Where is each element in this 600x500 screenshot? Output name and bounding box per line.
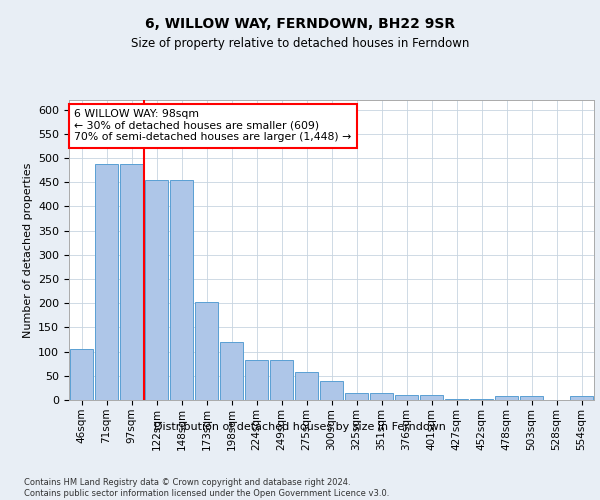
Bar: [445, 399, 468, 400]
Bar: [420, 395, 443, 400]
Bar: [320, 380, 343, 400]
Bar: [95, 164, 118, 400]
Bar: [520, 396, 543, 400]
Text: 6, WILLOW WAY, FERNDOWN, BH22 9SR: 6, WILLOW WAY, FERNDOWN, BH22 9SR: [145, 18, 455, 32]
Bar: [195, 302, 218, 400]
Text: 6 WILLOW WAY: 98sqm
← 30% of detached houses are smaller (609)
70% of semi-detac: 6 WILLOW WAY: 98sqm ← 30% of detached ho…: [74, 109, 352, 142]
Bar: [245, 360, 268, 400]
Bar: [470, 399, 493, 400]
Bar: [70, 349, 93, 400]
Bar: [295, 372, 318, 400]
Bar: [120, 164, 143, 400]
Bar: [170, 180, 193, 400]
Text: Contains HM Land Registry data © Crown copyright and database right 2024.
Contai: Contains HM Land Registry data © Crown c…: [24, 478, 389, 498]
Bar: [220, 342, 243, 400]
Bar: [370, 392, 393, 400]
Y-axis label: Number of detached properties: Number of detached properties: [23, 162, 32, 338]
Bar: [345, 392, 368, 400]
Bar: [395, 395, 418, 400]
Bar: [270, 360, 293, 400]
Bar: [145, 180, 168, 400]
Bar: [570, 396, 593, 400]
Bar: [495, 396, 518, 400]
Text: Distribution of detached houses by size in Ferndown: Distribution of detached houses by size …: [154, 422, 446, 432]
Text: Size of property relative to detached houses in Ferndown: Size of property relative to detached ho…: [131, 38, 469, 51]
